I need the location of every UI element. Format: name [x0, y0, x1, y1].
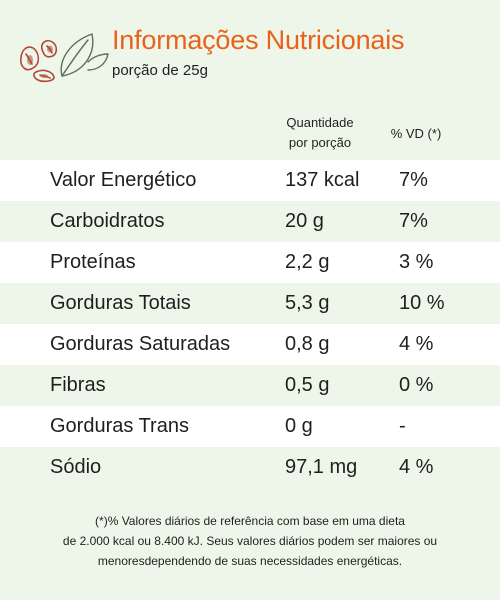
nuts-and-leaf-icon [20, 33, 109, 83]
nutrient-quantity: 137 kcal [285, 169, 360, 191]
daily-value-footnote: (*)% Valores diários de referência com b… [20, 511, 480, 571]
table-row: Gorduras Trans 0 g - [0, 406, 500, 447]
nutrient-daily-value: 7% [399, 210, 428, 232]
nutrient-daily-value: 7% [399, 169, 428, 191]
quantity-header-line2: por porção [288, 135, 352, 150]
page-title: Informações Nutricionais [112, 25, 405, 55]
table-row: Gorduras Saturadas 0,8 g 4 % [0, 324, 500, 365]
nutrient-name: Gorduras Saturadas [50, 333, 231, 355]
nutrient-daily-value: - [399, 415, 406, 437]
quantity-column-header: Quantidade por porção [272, 113, 368, 153]
footnote-line: (*)% Valores diários de referência com b… [95, 514, 405, 528]
footnote-line: de 2.000 kcal ou 8.400 kJ. Seus valores … [62, 534, 438, 548]
nutrient-daily-value: 4 % [399, 333, 434, 355]
table-row: Sódio 97,1 mg 4 % [0, 447, 500, 488]
nutrient-name: Fibras [50, 374, 106, 396]
table-row: Fibras 0,5 g 0 % [0, 365, 500, 406]
daily-value-column-header: % VD (*) [390, 126, 442, 141]
nutrient-quantity: 20 g [285, 210, 324, 232]
nutrient-daily-value: 3 % [399, 251, 434, 273]
nutrient-name: Gorduras Trans [50, 415, 189, 437]
table-row: Valor Energético 137 kcal 7% [0, 160, 500, 201]
nutrient-quantity: 5,3 g [285, 292, 330, 314]
nutrient-quantity: 0,5 g [285, 374, 330, 396]
nutrient-quantity: 2,2 g [285, 251, 330, 273]
nutrient-quantity: 0 g [285, 415, 313, 437]
nutrient-quantity: 0,8 g [285, 333, 330, 355]
nutrient-name: Gorduras Totais [50, 292, 191, 314]
table-row: Proteínas 2,2 g 3 % [0, 242, 500, 283]
table-row: Gorduras Totais 5,3 g 10 % [0, 283, 500, 324]
nutrient-name: Sódio [50, 456, 102, 478]
nutrient-quantity: 97,1 mg [285, 456, 358, 478]
nutrition-table: Valor Energético 137 kcal 7% Carboidrato… [0, 160, 500, 488]
footnote-line: menoresdependendo de suas necessidades e… [97, 554, 403, 568]
nutrient-daily-value: 4 % [399, 456, 434, 478]
nutrient-name: Proteínas [50, 251, 136, 273]
nutrient-daily-value: 0 % [399, 374, 434, 396]
nutrient-daily-value: 10 % [399, 292, 445, 314]
quantity-header-line1: Quantidade [286, 115, 354, 130]
serving-size: porção de 25g [112, 62, 208, 79]
nutrient-name: Valor Energético [50, 169, 197, 191]
nutrient-name: Carboidratos [50, 210, 165, 232]
table-row: Carboidratos 20 g 7% [0, 201, 500, 242]
